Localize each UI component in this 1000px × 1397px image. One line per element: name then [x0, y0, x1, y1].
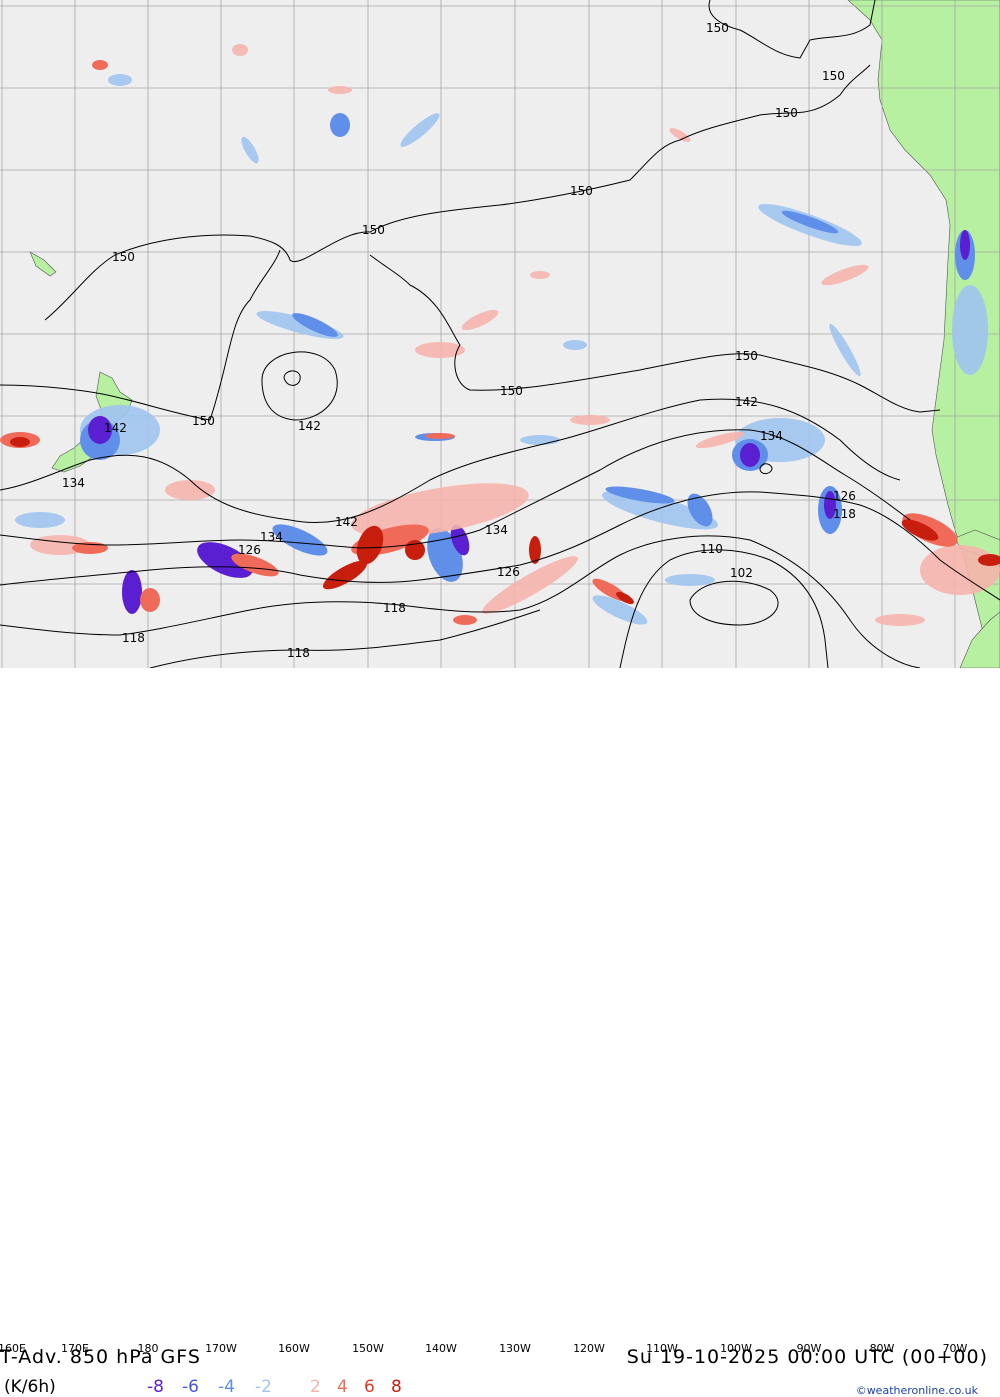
map-canvas: 150 150 150 150 150 150 150 150 150 142 … [0, 0, 1000, 669]
contour-label: 126 [238, 543, 261, 557]
longitude-label: 160W [278, 1342, 310, 1355]
contour-label: 142 [335, 515, 358, 529]
contour-label: 126 [497, 565, 520, 579]
legend-item: -2 [255, 1377, 272, 1397]
contour-label: 150 [822, 69, 845, 83]
contour-label: 118 [383, 601, 406, 615]
contour-labels: 150 150 150 150 150 150 150 150 150 142 … [62, 21, 856, 660]
contour-label: 118 [287, 646, 310, 660]
longitude-label: 120W [573, 1342, 605, 1355]
contour-label: 150 [570, 184, 593, 198]
advection-field [0, 44, 1000, 626]
legend-item: -4 [218, 1377, 235, 1397]
legend-item: -6 [182, 1377, 199, 1397]
longitude-label: 170W [205, 1342, 237, 1355]
contour-label: 150 [706, 21, 729, 35]
longitude-label: 130W [499, 1342, 531, 1355]
map-footer: 160E 170E 180 170W 160W 150W 140W 130W 120W 110W 1… [0, 668, 1000, 1397]
legend-item: 8 [391, 1377, 402, 1397]
units-label: (K/6h) [4, 1377, 56, 1397]
new-caledonia-land [29, 251, 57, 277]
valid-time: Su 19-10-2025 00:00 UTC (00+00) [626, 1346, 988, 1368]
contour-label: 150 [362, 223, 385, 237]
contour-label: 142 [104, 421, 127, 435]
map-title: T-Adv. 850 hPa GFS [0, 1346, 201, 1368]
contour-label: 102 [730, 566, 753, 580]
contour-label: 142 [298, 419, 321, 433]
legend-item: -8 [147, 1377, 164, 1397]
contour-label: 110 [700, 542, 723, 556]
legend-item: 4 [337, 1377, 348, 1397]
credit-link[interactable]: ©weatheronline.co.uk [855, 1384, 978, 1397]
contour-label: 134 [760, 429, 783, 443]
contour-label: 134 [260, 530, 283, 544]
contour-label: 150 [112, 250, 135, 264]
weather-map: 150 150 150 150 150 150 150 150 150 142 … [0, 0, 1000, 669]
contour-label: 118 [122, 631, 145, 645]
longitude-label: 150W [352, 1342, 384, 1355]
legend-item: 6 [364, 1377, 375, 1397]
legend-item: 2 [310, 1377, 321, 1397]
contour-label: 150 [775, 106, 798, 120]
contour-label: 134 [485, 523, 508, 537]
contour-label: 134 [62, 476, 85, 490]
contour-label: 150 [500, 384, 523, 398]
contour-label: 142 [735, 395, 758, 409]
contour-label: 150 [735, 349, 758, 363]
contour-label: 126 [833, 489, 856, 503]
longitude-label: 140W [425, 1342, 457, 1355]
contour-lines [0, 0, 1000, 669]
contour-label: 150 [192, 414, 215, 428]
contour-label: 118 [833, 507, 856, 521]
